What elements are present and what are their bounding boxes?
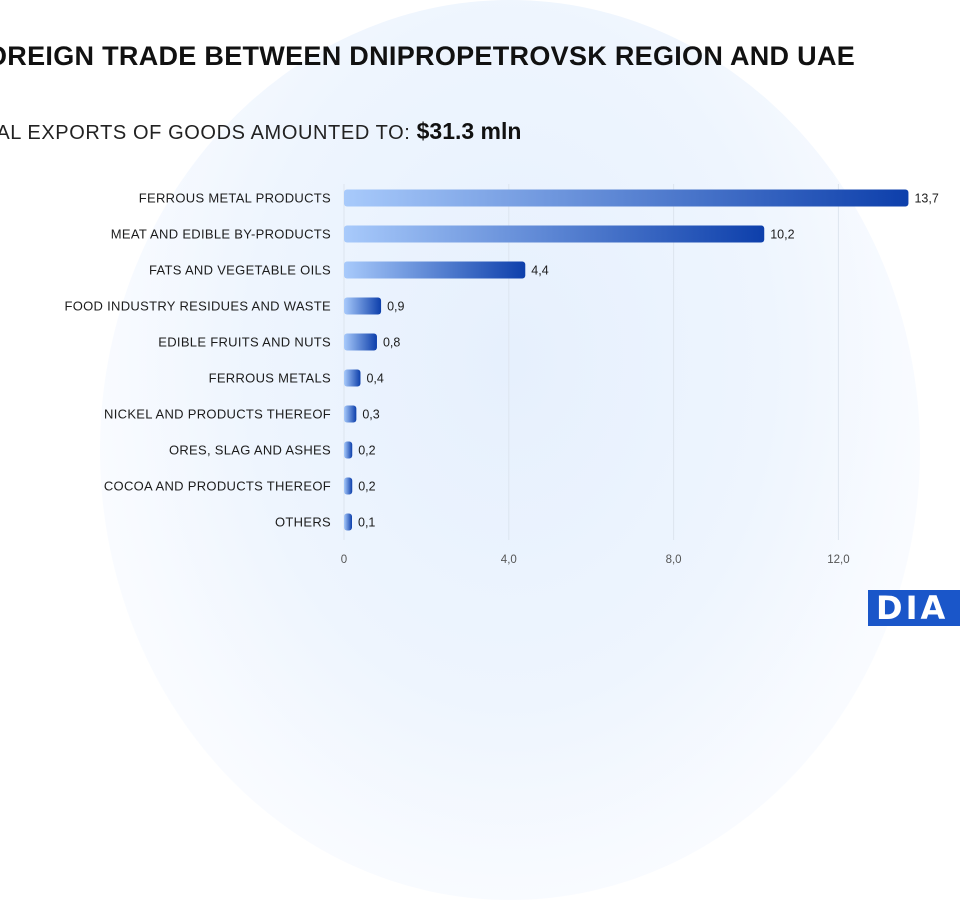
category-labels: FERROUS METAL PRODUCTS MEAT AND EDIBLE BY… [64,191,331,530]
value-label: 0,2 [358,444,375,458]
bar [344,441,353,459]
bar [344,477,353,495]
bar [344,261,526,279]
x-axis-ticks: 0 4,0 8,0 12,0 [341,554,850,566]
bar [344,405,357,423]
subtitle-text: TAL EXPORTS OF GOODS AMOUNTED TO: [0,122,411,144]
bars [344,189,909,531]
category-label: FATS AND VEGETABLE OILS [149,263,331,278]
category-label: OTHERS [275,515,331,530]
value-label: 4,4 [531,264,548,278]
value-labels: 13,7 10,2 4,4 0,9 0,8 0,4 0,3 0,2 0,2 0,1 [358,192,939,530]
value-label: 10,2 [770,228,794,242]
value-label: 0,4 [366,372,383,386]
value-label: 13,7 [914,192,938,206]
subtitle-amount: $31.3 mln [416,118,522,144]
value-label: 0,1 [358,516,375,530]
page-title: OREIGN TRADE BETWEEN DNIPROPETROVSK REGI… [0,41,856,71]
category-label: ORES, SLAG AND ASHES [169,443,331,458]
x-tick-label: 4,0 [501,554,517,566]
value-label: 0,9 [387,300,404,314]
category-label: FERROUS METALS [209,371,331,386]
x-tick-label: 0 [341,554,347,566]
x-tick-label: 8,0 [666,554,682,566]
value-label: 0,2 [358,480,375,494]
bar [344,333,377,351]
value-label: 0,3 [362,408,379,422]
x-tick-label: 12,0 [827,554,849,566]
category-label: FOOD INDUSTRY RESIDUES AND WASTE [64,299,331,314]
bar [344,369,361,387]
category-label: NICKEL AND PRODUCTS THEREOF [104,407,331,422]
category-label: COCOA AND PRODUCTS THEREOF [104,479,331,494]
bar [344,189,909,207]
category-label: FERROUS METAL PRODUCTS [139,191,331,206]
value-label: 0,8 [383,336,400,350]
category-label: EDIBLE FRUITS AND NUTS [158,335,331,350]
bar [344,225,765,243]
category-label: MEAT AND EDIBLE BY-PRODUCTS [111,227,331,242]
bar [344,513,352,531]
bar [344,297,382,315]
dia-logo: DIA [868,590,960,626]
subtitle: TAL EXPORTS OF GOODS AMOUNTED TO: $31.3 … [0,118,521,145]
bar-chart: FERROUS METAL PRODUCTS MEAT AND EDIBLE BY… [64,184,939,566]
